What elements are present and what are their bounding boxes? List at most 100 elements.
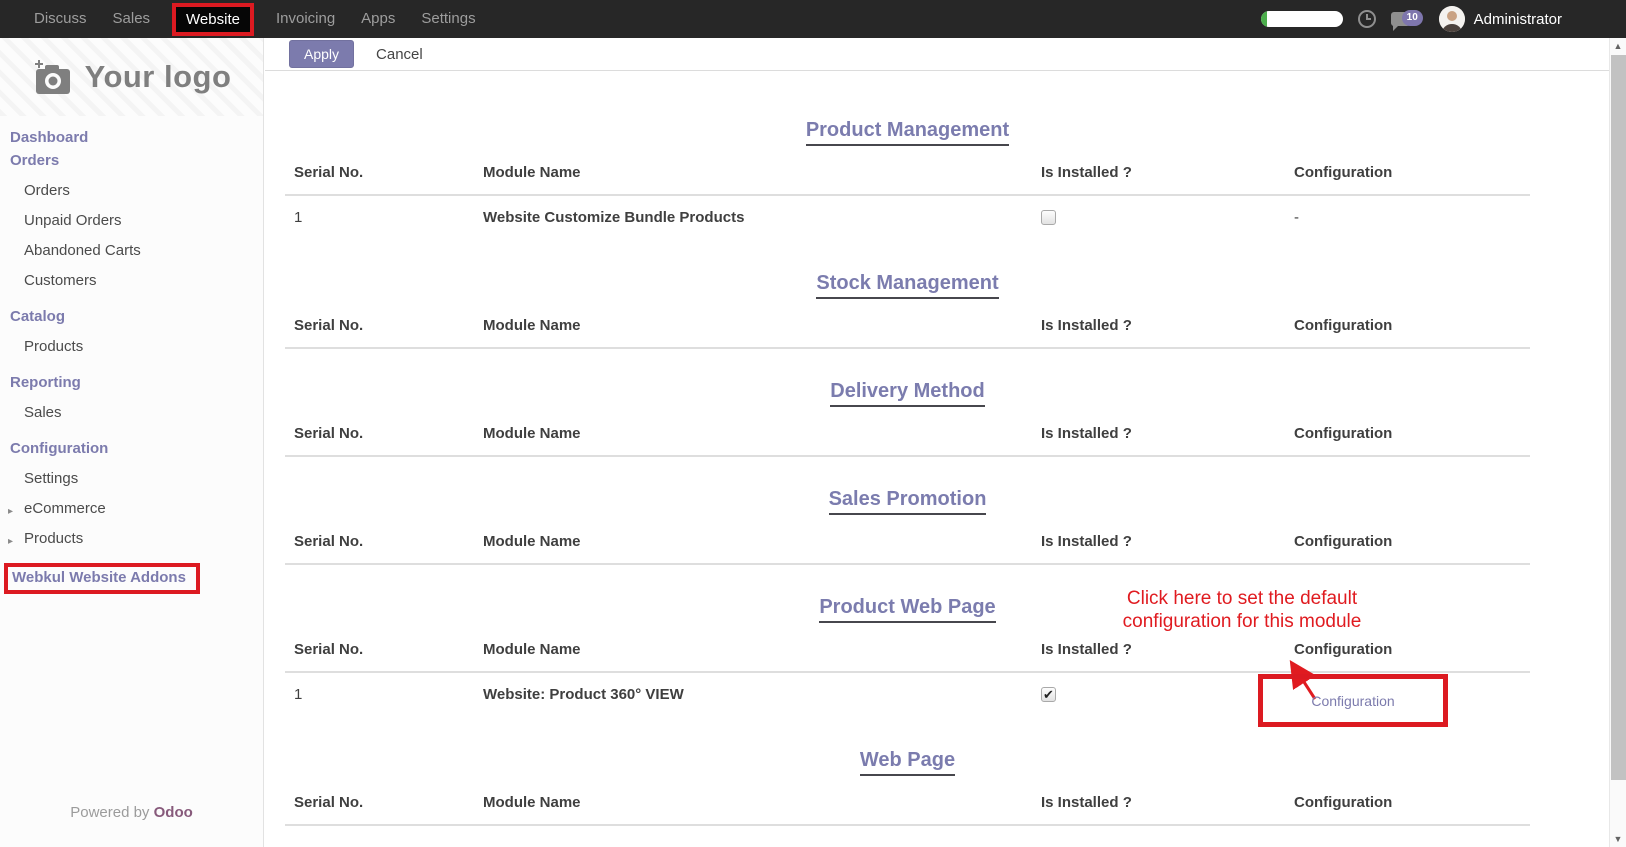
logo-text: Your logo bbox=[84, 59, 232, 94]
installed-checkbox[interactable] bbox=[1041, 210, 1056, 225]
serial-cell: 1 bbox=[294, 686, 303, 703]
table-row: 1 Website: Product 360° VIEW Configuration bbox=[285, 673, 1530, 727]
column-header: Module Name bbox=[483, 317, 581, 334]
column-header: Configuration bbox=[1294, 533, 1393, 550]
sidebar-item-settings[interactable]: Settings bbox=[24, 470, 79, 487]
sidebar: Your logo Dashboard Orders Orders Unpaid Or… bbox=[0, 38, 264, 847]
top-menu-invoicing[interactable]: Invoicing bbox=[275, 10, 336, 27]
sidebar-item-products[interactable]: ▸ Products bbox=[0, 531, 263, 548]
section-title: Product Management bbox=[805, 117, 1010, 146]
sidebar-item-abandoned-carts[interactable]: Abandoned Carts bbox=[24, 242, 141, 259]
section-title: Product Web Page bbox=[819, 594, 996, 623]
logo[interactable]: Your logo bbox=[0, 38, 263, 116]
column-header: Serial No. bbox=[294, 533, 364, 550]
column-header: Module Name bbox=[483, 533, 581, 550]
column-header: Module Name bbox=[483, 641, 581, 658]
module-name-cell: Website: Product 360° VIEW bbox=[483, 686, 684, 703]
column-header: Is Installed ? bbox=[1041, 641, 1132, 658]
top-menu-website[interactable]: Website bbox=[172, 2, 254, 36]
sidebar-item-label: Webkul Website Addons bbox=[12, 569, 186, 586]
section-title: Stock Management bbox=[816, 270, 999, 299]
column-header: Configuration bbox=[1294, 641, 1393, 658]
powered-by: Powered by Odoo bbox=[0, 804, 263, 821]
sidebar-item-products[interactable]: Products bbox=[24, 338, 84, 355]
sidebar-item-configuration[interactable]: Configuration bbox=[10, 440, 109, 457]
section-title: Delivery Method bbox=[830, 378, 985, 407]
module-section-stock-management: Stock Management Serial No. Module Name Is … bbox=[285, 270, 1530, 349]
systray: 10 Administrator bbox=[1260, 6, 1626, 32]
scroll-down-arrow[interactable]: ▼ bbox=[1613, 834, 1623, 844]
sidebar-item-unpaid-orders[interactable]: Unpaid Orders bbox=[24, 212, 122, 229]
sidebar-item-sales[interactable]: Sales bbox=[24, 404, 62, 421]
vertical-scrollbar[interactable]: ▲ ▼ bbox=[1609, 38, 1626, 847]
top-menu-settings[interactable]: Settings bbox=[421, 10, 476, 27]
chevron-right-icon: ▸ bbox=[8, 506, 14, 517]
sidebar-item-reporting[interactable]: Reporting bbox=[10, 374, 81, 391]
column-header: Is Installed ? bbox=[1041, 794, 1132, 811]
column-header: Is Installed ? bbox=[1041, 425, 1132, 442]
module-section-product-management: Product Management Serial No. Module Name I… bbox=[285, 117, 1530, 241]
planner-progress-bar[interactable] bbox=[1260, 11, 1343, 27]
column-header: Module Name bbox=[483, 794, 581, 811]
column-header: Module Name bbox=[483, 425, 581, 442]
camera-icon bbox=[34, 60, 70, 94]
annotation-arrow-icon bbox=[1281, 656, 1327, 706]
column-header: Configuration bbox=[1294, 794, 1393, 811]
user-menu[interactable]: Administrator bbox=[1473, 10, 1562, 28]
sidebar-item-orders[interactable]: Orders bbox=[24, 182, 70, 199]
module-name-cell: Website Customize Bundle Products bbox=[483, 209, 745, 226]
module-section-delivery-method: Delivery Method Serial No. Module Name Is I… bbox=[285, 378, 1530, 457]
avatar[interactable] bbox=[1438, 6, 1465, 32]
scroll-up-arrow[interactable]: ▲ bbox=[1613, 41, 1623, 51]
table-row: 1 Website Customize Bundle Products - bbox=[285, 196, 1530, 241]
chevron-right-icon: ▸ bbox=[8, 536, 14, 547]
odoo-brand-link[interactable]: Odoo bbox=[153, 804, 193, 821]
messages-count-badge: 10 bbox=[1401, 10, 1423, 26]
serial-cell: 1 bbox=[294, 209, 303, 226]
apply-button[interactable]: Apply bbox=[289, 40, 355, 68]
cancel-button[interactable]: Cancel bbox=[376, 45, 423, 63]
annotation-note-line: configuration for this module bbox=[1122, 611, 1362, 632]
column-header: Configuration bbox=[1294, 425, 1393, 442]
messages-icon[interactable]: 10 bbox=[1390, 10, 1423, 31]
sidebar-item-dashboard[interactable]: Dashboard bbox=[10, 129, 89, 146]
sidebar-item-webkul-website-addons[interactable]: Webkul Website Addons bbox=[0, 563, 263, 594]
annotation-note: Click here to set the default configurati… bbox=[1077, 587, 1407, 633]
annotation-note-line: Click here to set the default bbox=[1126, 588, 1358, 609]
column-header: Is Installed ? bbox=[1041, 317, 1132, 334]
configuration-link[interactable]: Configuration bbox=[1311, 692, 1395, 709]
column-header: Serial No. bbox=[294, 425, 364, 442]
installed-checkbox[interactable] bbox=[1041, 685, 1056, 705]
top-menu-apps[interactable]: Apps bbox=[361, 10, 396, 27]
module-sections: Product Management Serial No. Module Name I… bbox=[265, 117, 1609, 826]
column-header: Is Installed ? bbox=[1041, 533, 1132, 550]
module-section-product-web-page: Product Web Page Click here to set the de… bbox=[285, 588, 1530, 727]
sidebar-item-orders[interactable]: Orders bbox=[10, 152, 60, 169]
sidebar-item-customers[interactable]: Customers bbox=[24, 272, 97, 289]
sidebar-item-catalog[interactable]: Catalog bbox=[10, 308, 66, 325]
clock-icon[interactable] bbox=[1357, 10, 1376, 28]
planner-progress-fill bbox=[1260, 11, 1268, 27]
top-menu-sales[interactable]: Sales bbox=[112, 10, 151, 27]
column-header: Configuration bbox=[1294, 317, 1393, 334]
section-title: Web Page bbox=[859, 747, 956, 776]
app-menu: Discuss Sales Website Invoicing Apps Settings bbox=[0, 0, 489, 38]
column-header: Is Installed ? bbox=[1041, 164, 1132, 181]
top-navbar: Discuss Sales Website Invoicing Apps Settings… bbox=[0, 0, 1626, 38]
column-header: Serial No. bbox=[294, 164, 364, 181]
column-header: Module Name bbox=[483, 164, 581, 181]
section-title: Sales Promotion bbox=[828, 486, 987, 515]
module-section-sales-promotion: Sales Promotion Serial No. Module Name Is I… bbox=[285, 486, 1530, 565]
column-header: Configuration bbox=[1294, 164, 1393, 181]
module-section-web-page: Web Page Serial No. Module Name Is Installe… bbox=[285, 747, 1530, 826]
annotation-box-configuration: Configuration bbox=[1258, 674, 1448, 727]
configuration-value: - bbox=[1294, 209, 1299, 226]
powered-by-label: Powered by bbox=[70, 804, 150, 821]
content-area: Apply Cancel Product Management Serial No… bbox=[265, 38, 1609, 847]
top-menu-discuss[interactable]: Discuss bbox=[34, 10, 87, 27]
column-header: Serial No. bbox=[294, 641, 364, 658]
column-header: Serial No. bbox=[294, 794, 364, 811]
scrollbar-thumb[interactable] bbox=[1611, 55, 1626, 780]
sidebar-item-ecommerce[interactable]: ▸ eCommerce bbox=[0, 501, 263, 518]
sidebar-nav: Dashboard Orders Orders Unpaid Orders Abando… bbox=[0, 116, 263, 594]
